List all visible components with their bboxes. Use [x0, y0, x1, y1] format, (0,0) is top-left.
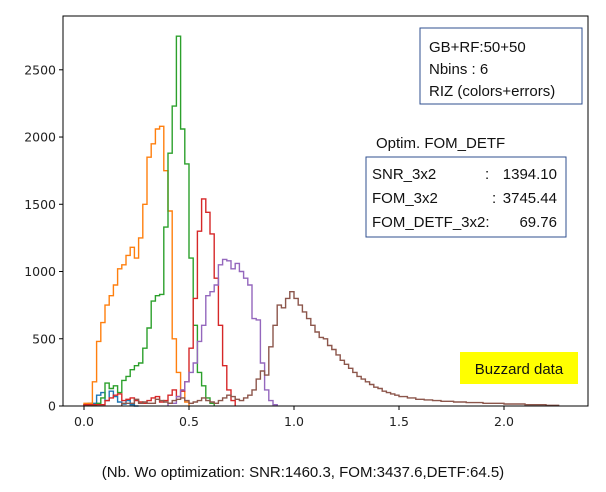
metric-value-detf: 69.76 — [519, 214, 557, 231]
y-tick-label: 0 — [48, 399, 56, 414]
y-tick-label: 500 — [32, 331, 56, 346]
y-tick-label: 2000 — [24, 130, 56, 145]
tick-layer: 0.0 0.5 1.0 1.5 2.0 0 500 1000 1500 2000 2500 — [24, 62, 514, 429]
series-bin2 — [83, 125, 190, 406]
series-layer — [83, 35, 560, 407]
metric-value-fom: 3745.44 — [503, 190, 557, 207]
settings-legend-box: GB+RF:50+50 Nbins : 6 RIZ (colors+errors… — [419, 27, 583, 105]
x-tick-label: 1.0 — [284, 414, 304, 429]
x-tick-label: 2.0 — [494, 414, 514, 429]
metric-sep-snr: : — [485, 166, 489, 183]
optim-title: Optim. FOM_DETF — [376, 135, 505, 152]
x-tick-label: 0.5 — [179, 414, 199, 429]
y-tick-label: 2500 — [24, 62, 56, 77]
series-bin3 — [83, 35, 215, 406]
metric-label-snr: SNR_3x2 — [372, 166, 436, 183]
y-tick-label: 1000 — [24, 264, 56, 279]
settings-line-2: Nbins : 6 — [429, 61, 488, 78]
metric-sep-fom: : — [492, 190, 496, 207]
series-bin4 — [83, 198, 236, 406]
metric-label-detf: FOM_DETF_3x2: — [372, 214, 490, 231]
x-tick-label: 1.5 — [389, 414, 409, 429]
plot-frame — [62, 15, 589, 407]
data-source-label: Buzzard data — [475, 361, 564, 378]
series-bin5 — [167, 258, 278, 406]
y-tick-label: 1500 — [24, 197, 56, 212]
x-tick-label: 0.0 — [74, 414, 94, 429]
metric-value-snr: 1394.10 — [503, 166, 557, 183]
data-source-badge: Buzzard data — [460, 352, 578, 384]
series-bin6 — [121, 291, 560, 406]
settings-line-1: GB+RF:50+50 — [429, 39, 526, 56]
settings-line-3: RIZ (colors+errors) — [429, 83, 555, 100]
metrics-box: SNR_3x2 : 1394.10 FOM_3x2 : 3745.44 FOM_… — [365, 156, 567, 238]
caption: (Nb. Wo optimization: SNR:1460.3, FOM:34… — [102, 464, 504, 481]
metric-label-fom: FOM_3x2 — [372, 190, 438, 207]
